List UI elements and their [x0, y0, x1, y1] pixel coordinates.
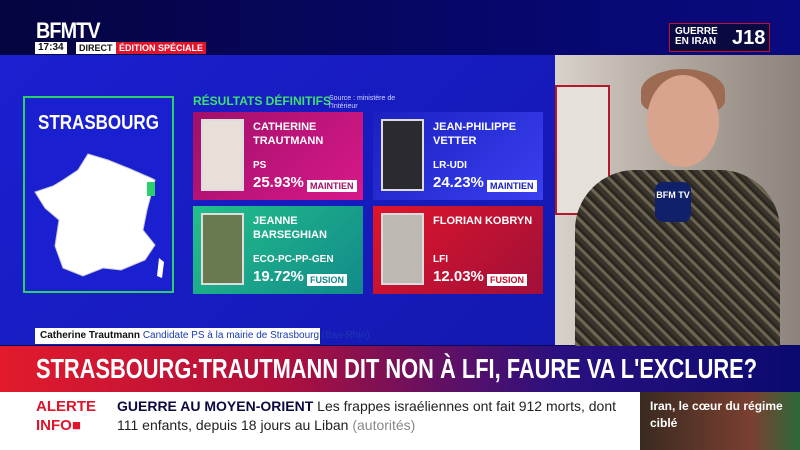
results-title: RÉSULTATS DÉFINITIFS [193, 94, 331, 108]
candidate-card: CATHERINE TRAUTMANN PS 25.93% MAINTIEN [193, 112, 363, 200]
ticker-text: GUERRE AU MOYEN-ORIENT Les frappes israé… [117, 398, 617, 433]
edition-badge: ÉDITION SPÉCIALE [116, 42, 207, 54]
promo-tile[interactable]: Iran, le cœur du régime ciblé [640, 392, 800, 450]
news-ticker: ALERTE INFO■ GUERRE AU MOYEN-ORIENT Les f… [0, 392, 640, 450]
candidate-photo [381, 213, 424, 285]
results-source: Source : ministère de l'Intérieur [329, 95, 396, 110]
status-badge: MAINTIEN [307, 180, 357, 192]
candidate-photo [201, 119, 244, 191]
headline-banner: STRASBOURG:TRAUTMANN DIT NON À LFI, FAUR… [0, 346, 800, 392]
candidate-photo [201, 213, 244, 285]
clock: 17:34 [35, 42, 67, 54]
channel-logo: BFMTV [36, 18, 101, 43]
top-bar: BFMTV 17:34 DIRECT ÉDITION SPÉCIALE GUER… [0, 0, 800, 55]
interviewee: BFM TV [575, 69, 780, 350]
speaker-role: Candidate PS à la mairie de Strasbourg (… [142, 330, 370, 341]
corner-badge: GUERRE EN IRAN J18 [669, 23, 770, 52]
alert-label: ALERTE INFO■ [36, 398, 96, 434]
candidate-card: JEANNE BARSEGHIAN ECO-PC-PP-GEN 19.72% F… [193, 206, 363, 294]
status-badge: MAINTIEN [487, 180, 537, 192]
candidate-photo [381, 119, 424, 191]
microphone: BFM TV [655, 182, 691, 222]
speaker-name: Catherine Trautmann [40, 330, 141, 341]
city-name: STRASBOURG [38, 112, 159, 134]
live-video: BFM TV [555, 55, 800, 350]
candidate-card: FLORIAN KOBRYN LFI 12.03% FUSION [373, 206, 543, 294]
city-panel: STRASBOURG [23, 96, 174, 293]
france-map-icon [34, 153, 164, 278]
status-badge: FUSION [487, 274, 528, 286]
lower-third: Catherine Trautmann Candidate PS à la ma… [35, 328, 370, 344]
candidate-card: JEAN-PHILIPPE VETTER LR-UDI 24.23% MAINT… [373, 112, 543, 200]
status-badge: FUSION [307, 274, 348, 286]
live-badge: DIRECT [76, 42, 116, 54]
